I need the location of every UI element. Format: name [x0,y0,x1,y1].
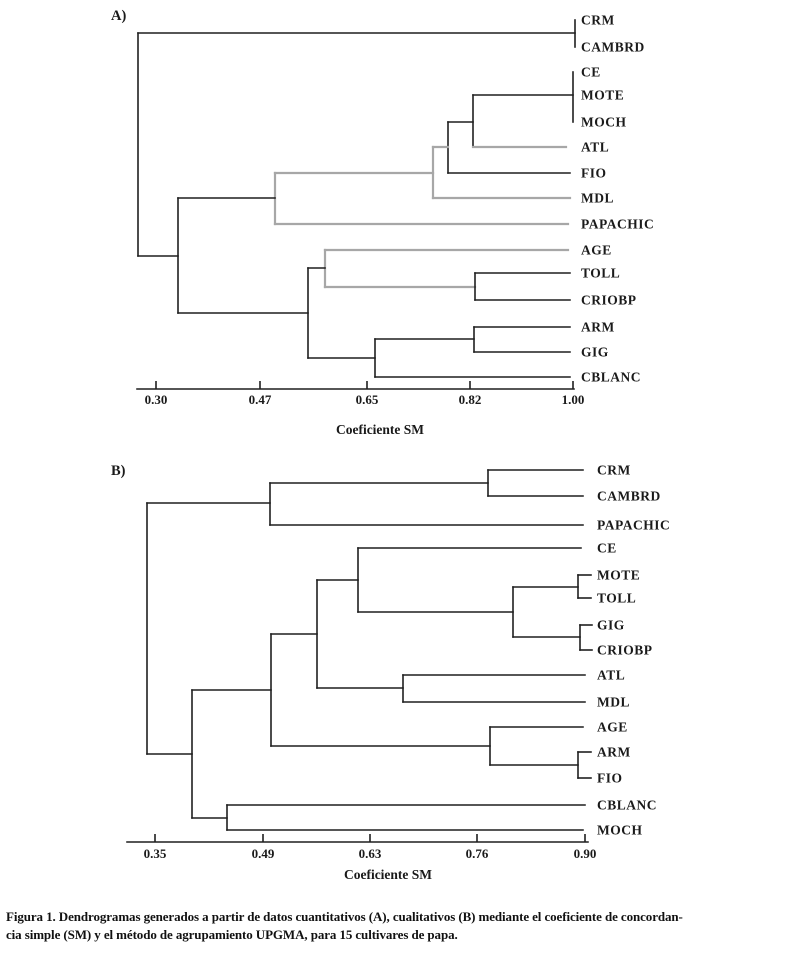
leaf-label-fio: FIO [597,771,623,786]
leaf-label-gig: GIG [581,345,609,360]
leaf-label-moch: MOCH [597,823,643,838]
axis-tick-label: 0.65 [356,392,379,407]
dendrograms-canvas: CRM CAMBRD CE MOTE MOCH ATL FIO MDL PAPACHIC AGE T… [111,8,670,883]
leaf-label-atl: ATL [597,668,625,683]
leaf-label-criobp: CRIOBP [581,293,637,308]
axis-tick-label: 0.30 [145,392,168,407]
axis-tick-label: 0.90 [574,846,597,861]
leaf-label-papachic: PAPACHIC [581,217,654,232]
leaf-label-criobp: CRIOBP [597,643,653,658]
dendrogram-panel-b: CRM CAMBRD PAPACHIC CE MOTE TOLL GIG CRIOBP ATL M… [111,463,670,883]
panel-label-b: B) [111,463,126,479]
axis-tick-label: 0.47 [249,392,272,407]
axis-tick-label: 0.63 [359,846,382,861]
leaf-label-arm: ARM [581,320,615,335]
leaf-label-gig: GIG [597,618,625,633]
leaf-label-ce: CE [597,541,617,556]
leaf-label-cambrd: CAMBRD [597,489,661,504]
leaf-label-ce: CE [581,65,601,80]
leaf-label-age: AGE [581,243,612,258]
leaf-label-mdl: MDL [581,191,614,206]
leaf-label-mote: MOTE [597,568,640,583]
panel-label-a: A) [111,8,126,24]
axis-tick-label: 0.35 [144,846,167,861]
axis-tick-label: 0.82 [459,392,482,407]
leaf-label-papachic: PAPACHIC [597,518,670,533]
leaf-label-mdl: MDL [597,695,630,710]
figure-caption-line-2: cia simple (SM) y el método de agrupamie… [6,926,458,942]
leaf-label-mote: MOTE [581,88,624,103]
axis-tick-label: 1.00 [562,392,585,407]
axis-tick-label: 0.49 [252,846,275,861]
leaf-label-arm: ARM [597,745,631,760]
axis-title: Coeficiente SM [336,422,424,437]
figure-caption-line-1: Figura 1. Dendrogramas generados a parti… [6,909,683,924]
leaf-label-crm: CRM [597,463,631,478]
leaf-label-age: AGE [597,720,628,735]
leaf-label-atl: ATL [581,140,609,155]
figure-caption: Figura 1. Dendrogramas generados a parti… [6,908,794,943]
leaf-label-moch: MOCH [581,115,627,130]
leaf-label-cblanc: CBLANC [581,370,641,385]
axis-tick-label: 0.76 [466,846,489,861]
leaf-label-cblanc: CBLANC [597,798,657,813]
leaf-label-crm: CRM [581,13,615,28]
leaf-label-fio: FIO [581,166,607,181]
dendrogram-panel-a: CRM CAMBRD CE MOTE MOCH ATL FIO MDL PAPACHIC AGE T… [111,8,654,437]
leaf-label-toll: TOLL [597,591,636,606]
leaf-label-toll: TOLL [581,266,620,281]
axis-title: Coeficiente SM [344,867,432,882]
leaf-label-cambrd: CAMBRD [581,40,645,55]
